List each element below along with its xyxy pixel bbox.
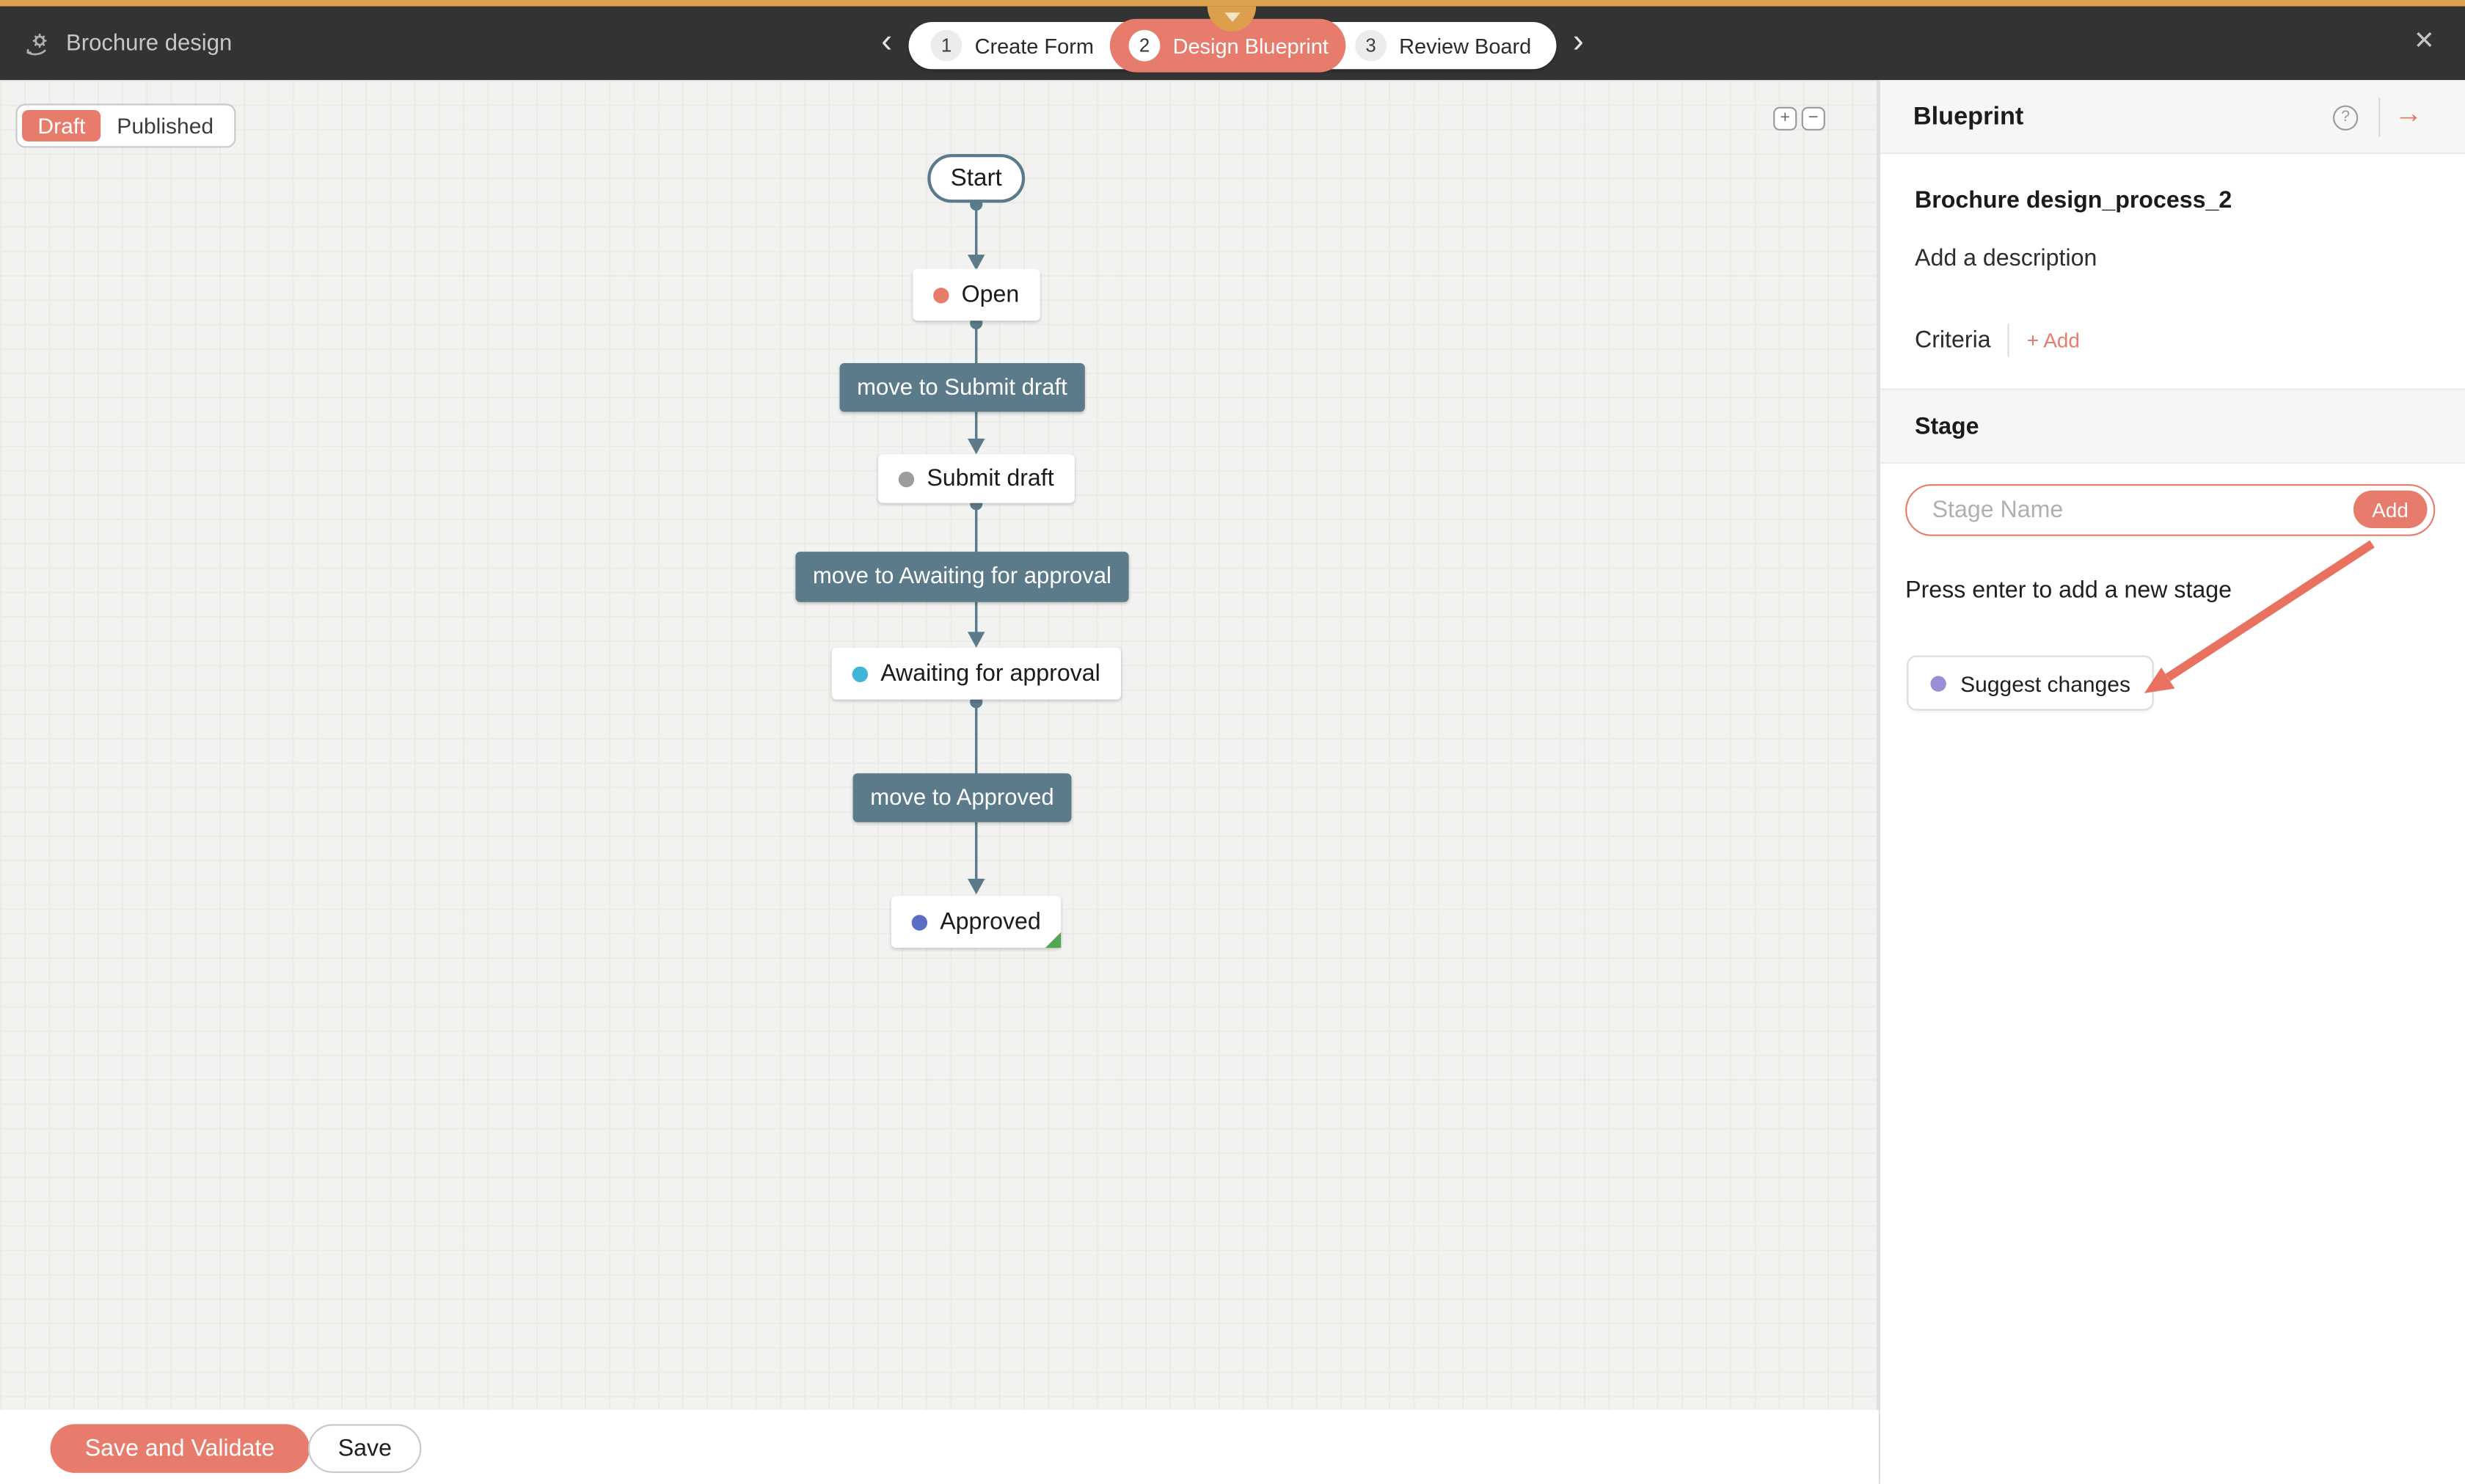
- transition-label: move to Awaiting for approval: [812, 564, 1111, 590]
- toggle-published[interactable]: Published: [117, 113, 214, 139]
- annotation-arrow: [2144, 540, 2375, 693]
- zoom-out-button[interactable]: −: [1801, 106, 1825, 131]
- footer-bar: Save and Validate Save: [0, 1410, 1879, 1484]
- criteria-row: Criteria + Add: [1915, 324, 2080, 357]
- app-title: Brochure design: [22, 7, 232, 81]
- criteria-add-button[interactable]: + Add: [2026, 328, 2080, 352]
- stepper-next-icon[interactable]: ›: [1572, 23, 1584, 60]
- transition-label: move to Submit draft: [857, 375, 1067, 401]
- stage-dot: [898, 470, 915, 487]
- process-gear-icon: [26, 32, 47, 55]
- toggle-draft[interactable]: Draft: [22, 110, 101, 142]
- stage-label: Open: [961, 281, 1020, 308]
- zoom-in-button[interactable]: +: [1773, 106, 1797, 131]
- step-create-form[interactable]: 1 Create Form: [930, 22, 1094, 69]
- start-node[interactable]: Start: [927, 154, 1026, 203]
- process-name: Brochure design_process_2: [1915, 186, 2232, 214]
- top-bar: Brochure design ‹ 1 Create Form 2 Design…: [0, 0, 2465, 81]
- header-divider: [2378, 97, 2381, 137]
- criteria-divider: [2008, 324, 2010, 357]
- step-label: Design Blueprint: [1172, 34, 1329, 58]
- transition-label: move to Approved: [870, 785, 1054, 811]
- step-number: 2: [1128, 29, 1161, 62]
- panel-title: Blueprint: [1913, 103, 2024, 131]
- blueprint-canvas[interactable]: Draft Published + −: [0, 80, 1879, 1411]
- approved-corner-flag-icon: [1045, 932, 1062, 948]
- stage-hint-text: Press enter to add a new stage: [1905, 577, 2232, 604]
- suggestion-label: Suggest changes: [1960, 670, 2131, 696]
- step-label: Review Board: [1399, 34, 1532, 58]
- stage-node-awaiting-for-approval[interactable]: Awaiting for approval: [831, 647, 1121, 700]
- stage-dot: [933, 287, 949, 303]
- stage-section-header: Stage: [1880, 388, 2465, 464]
- step-label: Create Form: [974, 34, 1094, 58]
- save-button[interactable]: Save: [308, 1424, 422, 1473]
- panel-header: Blueprint ? →: [1880, 80, 2465, 154]
- stage-dot: [852, 665, 869, 681]
- transition-move-to-approved[interactable]: move to Approved: [852, 773, 1072, 822]
- stage-name-inputwrap: Add: [1905, 484, 2436, 536]
- step-review-board[interactable]: 3 Review Board: [1355, 22, 1531, 69]
- transition-move-to-submit-draft[interactable]: move to Submit draft: [839, 362, 1085, 412]
- stage-label: Awaiting for approval: [880, 660, 1100, 687]
- close-icon[interactable]: ✕: [2413, 28, 2435, 55]
- add-stage-button[interactable]: Add: [2353, 490, 2428, 528]
- start-label: Start: [950, 164, 1002, 191]
- save-and-validate-button[interactable]: Save and Validate: [50, 1424, 310, 1473]
- blueprint-side-panel: Blueprint ? → Brochure design_process_2 …: [1878, 80, 2465, 1484]
- stage-label: Approved: [940, 908, 1041, 935]
- transition-move-to-awaiting[interactable]: move to Awaiting for approval: [795, 552, 1129, 602]
- stage-dot: [911, 914, 928, 930]
- stage-node-approved[interactable]: Approved: [891, 896, 1062, 948]
- suggestion-dot: [1930, 675, 1946, 691]
- stage-name-input[interactable]: [1932, 487, 2326, 532]
- pointer-triangle-icon: [1224, 12, 1240, 22]
- add-description-field[interactable]: Add a description: [1915, 245, 2097, 272]
- step-number: 1: [930, 29, 963, 62]
- zoom-controls: + −: [1773, 106, 1825, 131]
- help-icon[interactable]: ?: [2333, 105, 2359, 131]
- stage-node-open[interactable]: Open: [913, 268, 1040, 321]
- stage-heading: Stage: [1915, 413, 1979, 440]
- collapse-panel-icon[interactable]: →: [2394, 97, 2423, 129]
- stepper-prev-icon[interactable]: ‹: [881, 23, 893, 60]
- suggest-changes-chip[interactable]: Suggest changes: [1907, 655, 2155, 711]
- wizard-stepper: 1 Create Form 2 Design Blueprint 3 Revie…: [908, 18, 1557, 73]
- step-number: 3: [1355, 29, 1387, 62]
- stage-label: Submit draft: [927, 465, 1054, 492]
- app-title-text: Brochure design: [66, 30, 233, 56]
- stage-node-submit-draft[interactable]: Submit draft: [877, 454, 1075, 503]
- draft-published-toggle: Draft Published: [15, 103, 236, 148]
- criteria-label: Criteria: [1915, 326, 1991, 354]
